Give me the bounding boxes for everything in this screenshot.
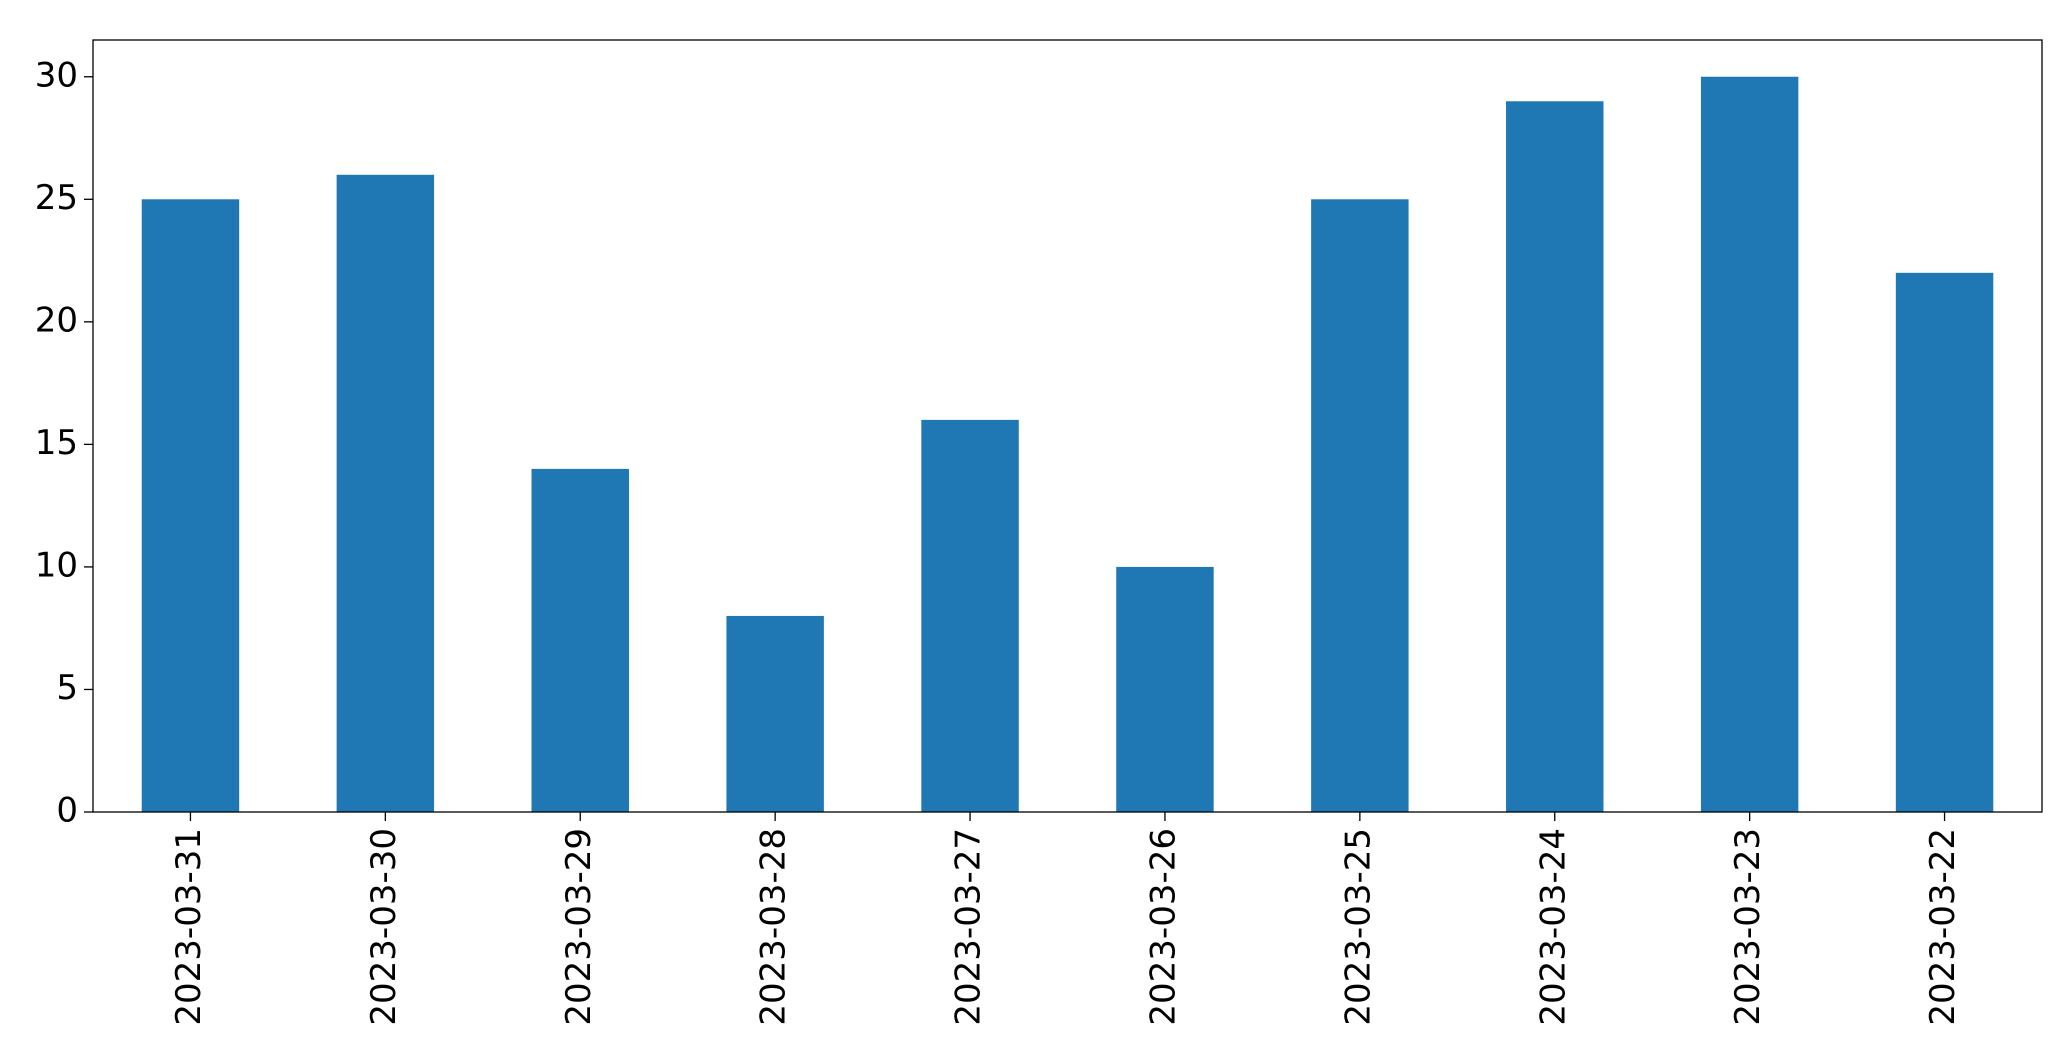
- x-tick-label: 2023-03-29: [559, 828, 599, 1026]
- x-tick-label: 2023-03-27: [949, 828, 989, 1026]
- x-tick-label: 2023-03-26: [1143, 828, 1183, 1026]
- bar: [1700, 76, 1799, 812]
- y-tick-label: 20: [35, 300, 78, 340]
- bar: [531, 468, 629, 812]
- y-tick-label: 25: [35, 178, 78, 218]
- y-tick-label: 15: [35, 423, 78, 463]
- bar: [1895, 272, 1994, 812]
- bar: [726, 615, 824, 812]
- x-tick-label: 2023-03-23: [1728, 828, 1768, 1026]
- bar: [141, 199, 240, 813]
- plot-frame: [92, 39, 2043, 813]
- bar: [1116, 566, 1214, 812]
- x-tick-label: 2023-03-24: [1533, 828, 1573, 1026]
- y-tick-label: 0: [56, 791, 78, 831]
- x-tick-label: 2023-03-22: [1923, 828, 1963, 1026]
- y-tick-label: 5: [56, 668, 78, 708]
- bar: [921, 419, 1019, 812]
- x-tick-label: 2023-03-25: [1338, 828, 1378, 1026]
- y-tick-label: 10: [35, 545, 78, 585]
- x-tick-label: 2023-03-28: [754, 828, 794, 1026]
- bar: [336, 174, 435, 813]
- bar: [1311, 199, 1409, 813]
- y-tick-label: 30: [35, 55, 78, 95]
- x-tick-label: 2023-03-31: [169, 828, 209, 1026]
- x-tick-label: 2023-03-30: [364, 828, 404, 1026]
- bar: [1506, 101, 1604, 813]
